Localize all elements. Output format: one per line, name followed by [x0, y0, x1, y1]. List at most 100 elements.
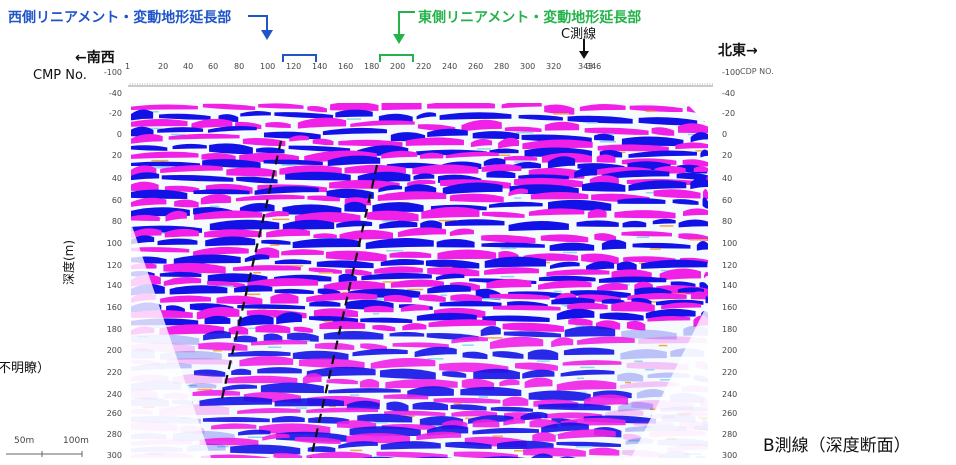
seismic-reflector [538, 275, 596, 282]
seismic-reflector [551, 337, 574, 348]
depth-tick-label: 160 [106, 303, 122, 312]
seismic-reflector [562, 360, 622, 366]
seismic-accent [554, 290, 562, 293]
seismic-accent [576, 377, 585, 380]
seismic-reflector [322, 127, 388, 136]
seismic-reflector [587, 209, 607, 219]
seismic-reflector [381, 150, 418, 159]
seismic-reflector [157, 127, 204, 133]
seismic-reflector [538, 280, 592, 290]
cmp-tick-label: 120 [286, 62, 302, 71]
seismic-reflector [407, 386, 454, 398]
seismic-reflector [626, 320, 646, 331]
seismic-reflector [556, 380, 617, 391]
seismic-reflector [472, 419, 500, 428]
seismic-reflector [599, 312, 644, 321]
seismic-reflector [297, 117, 347, 129]
seismic-reflector [621, 329, 677, 340]
seismic-accent [513, 161, 531, 163]
seismic-reflector [645, 308, 696, 319]
seismic-reflector [307, 446, 336, 453]
seismic-reflector [527, 349, 559, 360]
seismic-reflector [131, 151, 199, 159]
seismic-reflector [690, 177, 708, 190]
northeast-label: 北東→ [718, 43, 758, 59]
cmp-tick-label: 180 [364, 62, 380, 71]
seismic-reflector [271, 415, 305, 423]
seismic-reflector [131, 189, 188, 200]
seismic-accent [619, 151, 626, 154]
seismic-reflector [323, 280, 385, 291]
seismic-reflector [389, 331, 425, 337]
seismic-reflector [628, 180, 687, 191]
seismic-accent [151, 159, 169, 162]
depth-tick-label: -20 [108, 109, 122, 118]
seismic-reflector [239, 356, 294, 367]
seismic-reflector [690, 291, 708, 300]
depth-tick-label: 100 [106, 239, 122, 248]
seismic-accent [500, 247, 517, 250]
seismic-accent [372, 313, 380, 315]
seismic-reflector [376, 451, 448, 458]
seismic-reflector [503, 331, 562, 338]
seismic-accent [270, 244, 280, 246]
seismic-reflector [427, 103, 495, 109]
depth-tick-label: 120 [106, 261, 122, 270]
seismic-reflector [518, 174, 569, 180]
depth-tick-label: 80 [111, 217, 122, 226]
seismic-reflector [682, 159, 708, 167]
seismic-reflector [451, 410, 498, 417]
seismic-reflector [626, 361, 689, 370]
depth-tick-label: 260 [106, 409, 122, 418]
seismic-accent [323, 320, 333, 323]
seismic-reflector [597, 144, 669, 152]
seismic-reflector [502, 396, 529, 407]
cmp-tick-label: 80 [234, 62, 245, 71]
seismic-reflector [392, 342, 449, 348]
depth-tick-label: 300 [106, 451, 122, 460]
seismic-reflector [255, 324, 291, 334]
seismic-accent [600, 141, 617, 143]
depth-tick-label: -100 [103, 68, 122, 77]
seismic-reflector [508, 221, 569, 231]
seismic-accent [498, 154, 511, 157]
seismic-reflector [384, 410, 446, 416]
seismic-reflector [131, 228, 162, 239]
seismic-accent [350, 449, 363, 452]
seismic-reflector [370, 358, 436, 370]
seismic-accent [553, 113, 569, 115]
seismic-reflector [326, 378, 358, 385]
seismic-accent [515, 131, 534, 134]
seismic-reflector [538, 403, 611, 411]
seismic-reflector [449, 193, 504, 203]
seismic-accent [217, 445, 229, 448]
seismic-reflector [672, 199, 699, 205]
west-extension-label: 西側リニアメント・変動地形延長部 [8, 10, 232, 26]
scale-label-100m: 100m [63, 436, 89, 446]
seismic-reflector [481, 242, 545, 248]
seismic-accent [318, 272, 333, 274]
seismic-reflector [589, 447, 620, 456]
seismic-accent [427, 358, 444, 360]
seismic-reflector [528, 390, 591, 401]
seismic-reflector [531, 453, 553, 458]
seismic-reflector [504, 126, 542, 132]
seismic-reflector [201, 153, 236, 162]
seismic-accent [285, 265, 304, 267]
seismic-reflector [202, 103, 256, 111]
seismic-reflector [242, 137, 286, 147]
seismic-reflector [405, 137, 464, 146]
seismic-reflector [131, 104, 198, 110]
seismic-reflector [544, 121, 580, 131]
seismic-reflector [209, 143, 253, 155]
seismic-reflector [292, 238, 361, 249]
seismic-reflector [416, 112, 437, 120]
seismic-reflector [647, 315, 691, 322]
depth-tick-label: 200 [722, 346, 738, 355]
seismic-reflector [202, 417, 270, 423]
seismic-reflector [490, 406, 534, 412]
seismic-reflector [661, 302, 702, 310]
seismic-accent [649, 248, 661, 250]
seismic-reflector [586, 261, 615, 272]
cmp-tick-label: 200 [390, 62, 406, 71]
